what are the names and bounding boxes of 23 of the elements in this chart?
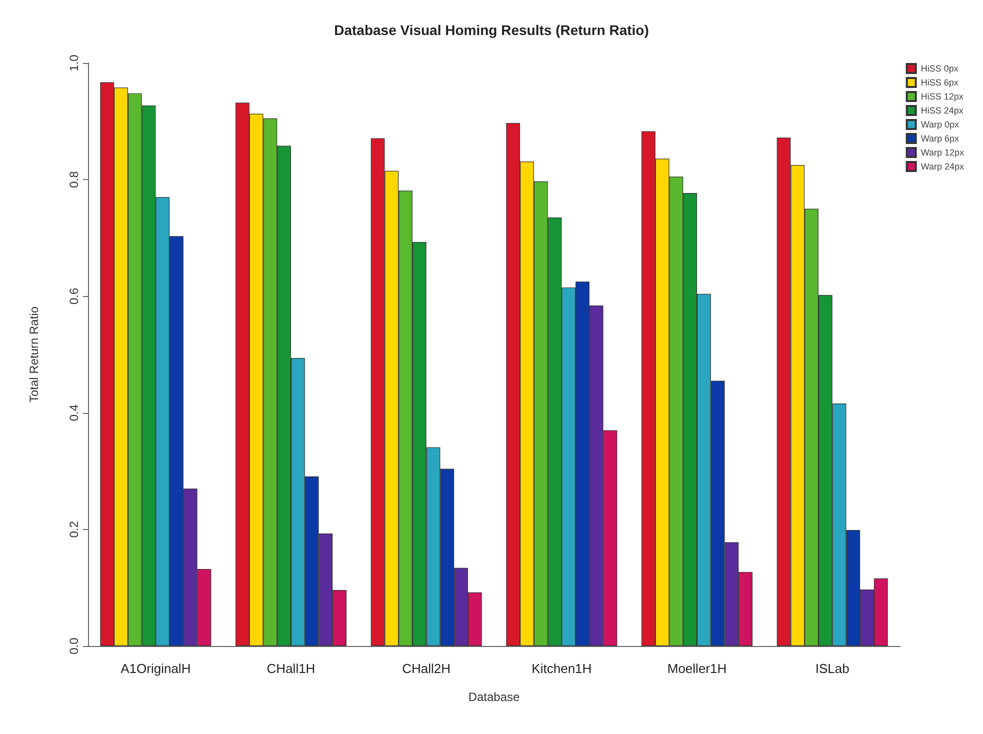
legend-label: Warp 12px	[920, 148, 964, 158]
x-tick-label: A1OriginalH	[120, 661, 191, 676]
x-axis-title: Database	[468, 690, 520, 704]
x-tick-label: CHall1H	[266, 661, 316, 676]
y-tick-label: 0.2	[67, 520, 81, 538]
x-tick-label: Kitchen1H	[532, 661, 592, 676]
y-tick-label: 0.4	[67, 404, 81, 422]
chart-title: Database Visual Homing Results (Return Ratio)	[334, 22, 649, 38]
x-tick-label: CHall2H	[402, 661, 451, 676]
y-tick-label: 0.0	[67, 637, 81, 654]
legend-label: HiSS 0px	[920, 64, 959, 74]
y-axis-title: Total Return Ratio	[27, 306, 41, 403]
y-tick-label: 1.0	[67, 54, 81, 72]
x-tick-label: Moeller1H	[667, 661, 727, 676]
legend-label: Warp 6px	[920, 134, 960, 144]
legend-label: HiSS 6px	[920, 78, 959, 88]
legend-label: HiSS 24px	[920, 106, 964, 116]
legend-label: Warp 0px	[920, 120, 960, 130]
legend-label: Warp 24px	[920, 162, 964, 172]
y-tick-label: 0.6	[67, 288, 81, 305]
y-tick-label: 0.8	[67, 170, 81, 188]
x-tick-label: ISLab	[815, 661, 850, 676]
legend-label: HiSS 12px	[920, 92, 964, 102]
